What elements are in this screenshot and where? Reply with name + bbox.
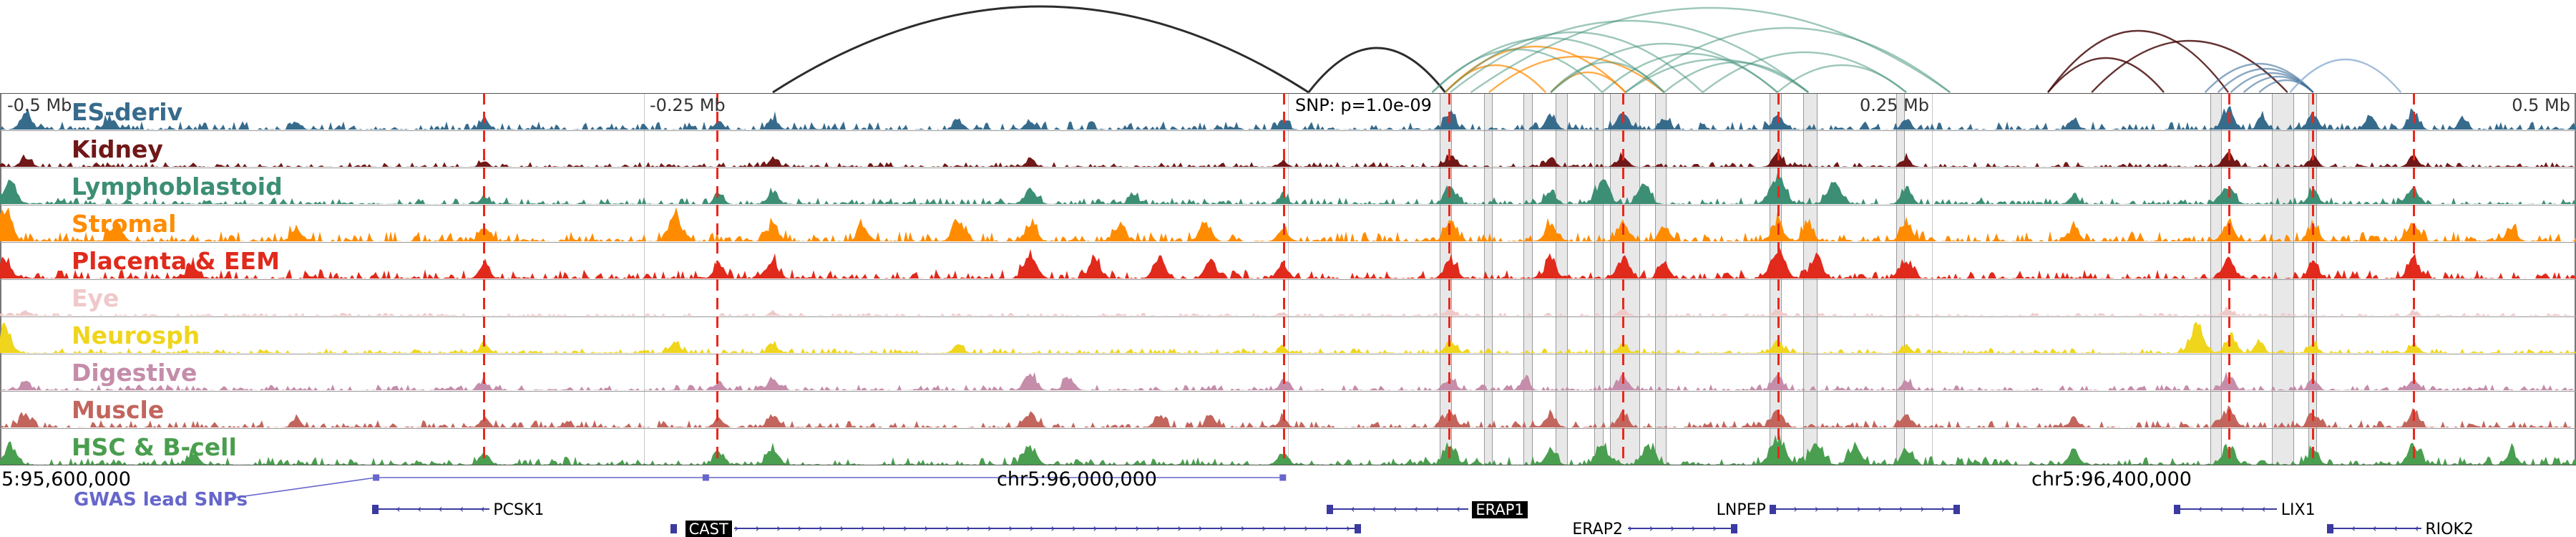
- gwas-snp-track: [228, 474, 1287, 499]
- red-dashed-line: [2228, 93, 2231, 465]
- gene-label-lnpep: LNPEP: [1716, 501, 1766, 519]
- gene-exon-riok2: [2327, 524, 2334, 533]
- gene-strand-arrows-riok2: ‹ ‹ ‹ ‹ ‹ ‹: [2330, 521, 2421, 535]
- red-dashed-line: [716, 93, 719, 465]
- signal-stromal: [0, 207, 2576, 241]
- interaction-arc: [2258, 79, 2314, 93]
- gene-strand-arrows-erap1: ‹ ‹ ‹ ‹ ‹ ‹ ‹ ‹ ‹: [1329, 502, 1468, 516]
- track-label-placenta-eem: Placenta & EEM: [72, 247, 280, 275]
- signal-tracks: [0, 93, 2576, 465]
- signal-lymphoblastoid: [0, 173, 2576, 204]
- interaction-arc: [1470, 6, 1951, 93]
- gene-label-erap1: ERAP1: [1472, 501, 1528, 518]
- gene-strand-arrows-lix1: ‹ ‹ ‹ ‹ ‹ ‹ ‹: [2177, 502, 2277, 516]
- gwas-lead-snps-label: GWAS lead SNPs: [74, 489, 248, 511]
- gene-strand-arrows-pcsk1: ‹ ‹ ‹ ‹ ‹ ‹ ‹ ‹: [374, 502, 489, 516]
- gene-label-pcsk1: PCSK1: [493, 501, 545, 519]
- gene-body-lnpep: [1772, 508, 1958, 510]
- gene-body-riok2: [2330, 528, 2421, 529]
- red-dashed-line: [2312, 93, 2315, 465]
- track-label-hsc-b-cell: HSC & B-cell: [72, 433, 237, 461]
- signal-placenta-eem: [0, 247, 2576, 279]
- gene-label-lix1: LIX1: [2280, 501, 2316, 519]
- signal-eye: [0, 306, 2576, 316]
- gene-exon-cast: [1355, 524, 1362, 533]
- gene-strand-arrows-lnpep: › › › › › › › › › › › ›: [1772, 502, 1958, 516]
- track-label-digestive: Digestive: [72, 359, 197, 387]
- gene-body-pcsk1: [374, 508, 489, 510]
- track-label-eye: Eye: [72, 284, 119, 312]
- gene-strand-arrows-cast: › › › › › › › › › › › › › › › › › › › › …: [734, 521, 1359, 535]
- interaction-arc: [1624, 26, 1951, 93]
- gene-exon-erap1: [1326, 505, 1333, 514]
- red-dashed-line: [1448, 93, 1450, 465]
- gene-exon-pcsk1: [371, 505, 379, 514]
- ruler-label-q3: 0.25 Mb: [1859, 95, 1929, 115]
- signal-neurosph: [0, 321, 2576, 353]
- gene-exon-lnpep: [1953, 505, 1961, 514]
- red-dashed-line: [1621, 93, 1624, 465]
- track-label-kidney: Kidney: [72, 135, 163, 163]
- ruler-label-right: 0.5 Mb: [2512, 95, 2570, 115]
- gene-body-cast: [734, 528, 1359, 529]
- track-label-lymphoblastoid: Lymphoblastoid: [72, 173, 283, 200]
- ruler-label-left: -0.5 Mb: [7, 95, 72, 115]
- interaction-arc: [1307, 47, 1446, 93]
- interaction-arc: [2289, 59, 2402, 93]
- interaction-arcs: [772, 5, 2402, 93]
- gene-exon-lnpep: [1769, 505, 1776, 514]
- interaction-arc: [2047, 29, 2229, 93]
- interaction-arc: [2047, 57, 2165, 93]
- gene-body-lix1: [2177, 508, 2278, 510]
- red-dashed-line: [483, 93, 486, 465]
- signal-es-deriv: [0, 105, 2576, 130]
- ruler-label-snp: SNP: p=1.0e-09: [1295, 95, 1432, 115]
- interaction-arc: [1550, 61, 1665, 93]
- gene-label-cast: CAST: [685, 521, 732, 537]
- signal-kidney: [0, 151, 2576, 167]
- interaction-arc: [1624, 58, 1809, 93]
- gene-body-erap2: [1628, 528, 1735, 529]
- track-label-stromal: Stromal: [72, 210, 177, 238]
- gene-label-erap2: ERAP2: [1572, 521, 1623, 537]
- coordinate-center: chr5:96,000,000: [997, 468, 1157, 490]
- interaction-arc: [1450, 19, 1809, 93]
- gwas-snp-marker: [373, 474, 380, 481]
- coordinate-right: chr5:96,400,000: [2031, 468, 2192, 490]
- interaction-arc: [1601, 52, 1778, 93]
- interaction-arc: [1431, 37, 1665, 93]
- ruler-label-q1: -0.25 Mb: [650, 95, 726, 115]
- gene-strand-arrows-erap2: › › › › › › ›: [1628, 521, 1735, 535]
- red-dashed-line: [1283, 93, 1286, 465]
- interaction-arc: [2091, 39, 2288, 93]
- gwas-snp-marker: [1279, 474, 1287, 481]
- gwas-snp-marker: [702, 474, 709, 481]
- gene-exon-cast: [670, 524, 678, 533]
- red-dashed-line: [2412, 93, 2415, 465]
- interaction-arc: [1488, 55, 1665, 93]
- gene-exon-erap2: [1730, 524, 1737, 533]
- red-dashed-line: [1777, 93, 1780, 465]
- gene-label-riok2: RIOK2: [2425, 521, 2474, 537]
- signal-digestive: [0, 372, 2576, 390]
- track-label-muscle: Muscle: [72, 396, 165, 424]
- signal-hsc-b-cell: [0, 434, 2576, 465]
- gene-exon-lix1: [2174, 505, 2180, 514]
- track-label-es-deriv: ES-deriv: [72, 98, 183, 126]
- interaction-arc: [1777, 64, 1907, 93]
- interaction-arc: [1663, 61, 1809, 93]
- gene-body-erap1: [1329, 508, 1468, 510]
- track-label-neurosph: Neurosph: [72, 321, 200, 349]
- interaction-arc: [772, 5, 1309, 93]
- signal-muscle: [0, 405, 2576, 427]
- coordinate-left: 5:95,600,000: [1, 468, 131, 490]
